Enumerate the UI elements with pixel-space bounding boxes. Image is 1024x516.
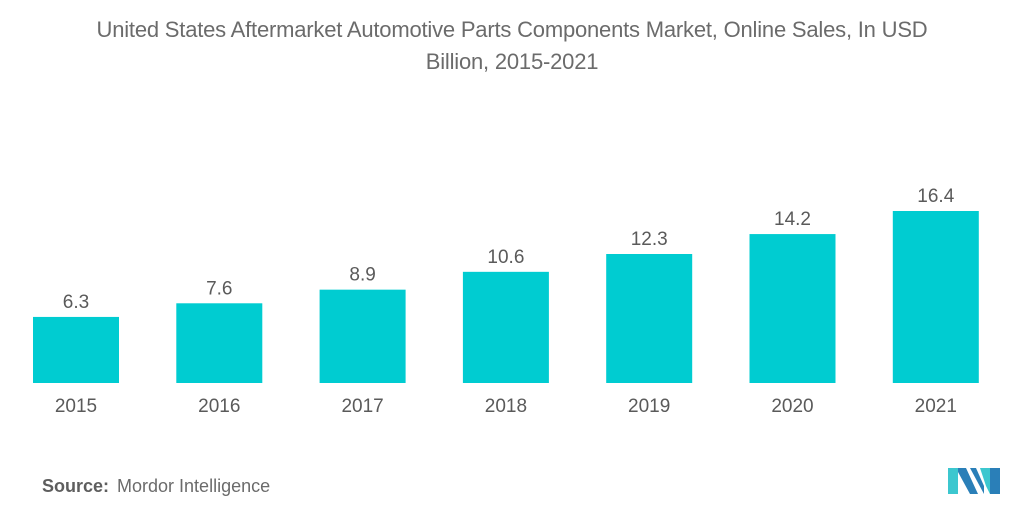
chart-title-line-2: Billion, 2015-2021 (425, 49, 599, 74)
value-label-2018: 10.6 (487, 247, 524, 268)
source-label: Source: (42, 476, 110, 496)
value-label-2020: 14.2 (774, 209, 811, 230)
x-tick-label-2017: 2017 (341, 396, 383, 417)
source-value: Mordor Intelligence (117, 476, 271, 496)
x-tick-label-2019: 2019 (628, 396, 670, 417)
chart-title-line-1: United States Aftermarket Automotive Par… (96, 17, 928, 42)
source-note: Source: Mordor Intelligence (42, 476, 270, 497)
value-labels-group: 6.3 7.6 8.9 10.6 12.3 14.2 16.4 (63, 186, 955, 313)
bar-2018 (462, 271, 549, 383)
x-tick-label-2015: 2015 (55, 396, 97, 417)
x-tick-label-2018: 2018 (485, 396, 527, 417)
bar-2020 (749, 234, 836, 383)
bar-2015 (33, 316, 119, 383)
bar-2016 (176, 303, 263, 383)
x-tick-label-2020: 2020 (771, 396, 813, 417)
bar-2019 (606, 254, 693, 383)
x-tick-labels-group: 2015 2016 2017 2018 2019 2020 2021 (55, 396, 957, 417)
bars-group (33, 211, 979, 383)
x-tick-label-2016: 2016 (198, 396, 240, 417)
mordor-intelligence-logo-icon (948, 468, 1000, 494)
bar-2017 (319, 289, 406, 383)
value-label-2021: 16.4 (917, 186, 954, 207)
bar-2021 (892, 211, 979, 383)
value-label-2016: 7.6 (206, 278, 232, 299)
x-tick-label-2021: 2021 (915, 396, 957, 417)
bar-chart: 6.37.68.910.612.314.216.4 2015 2016 2017 20… (33, 186, 979, 417)
value-label-2019: 12.3 (631, 229, 668, 250)
value-label-2015: 6.3 (63, 292, 89, 313)
value-label-2017: 8.9 (349, 265, 375, 286)
chart-title: United States Aftermarket Automotive Par… (0, 14, 1024, 78)
